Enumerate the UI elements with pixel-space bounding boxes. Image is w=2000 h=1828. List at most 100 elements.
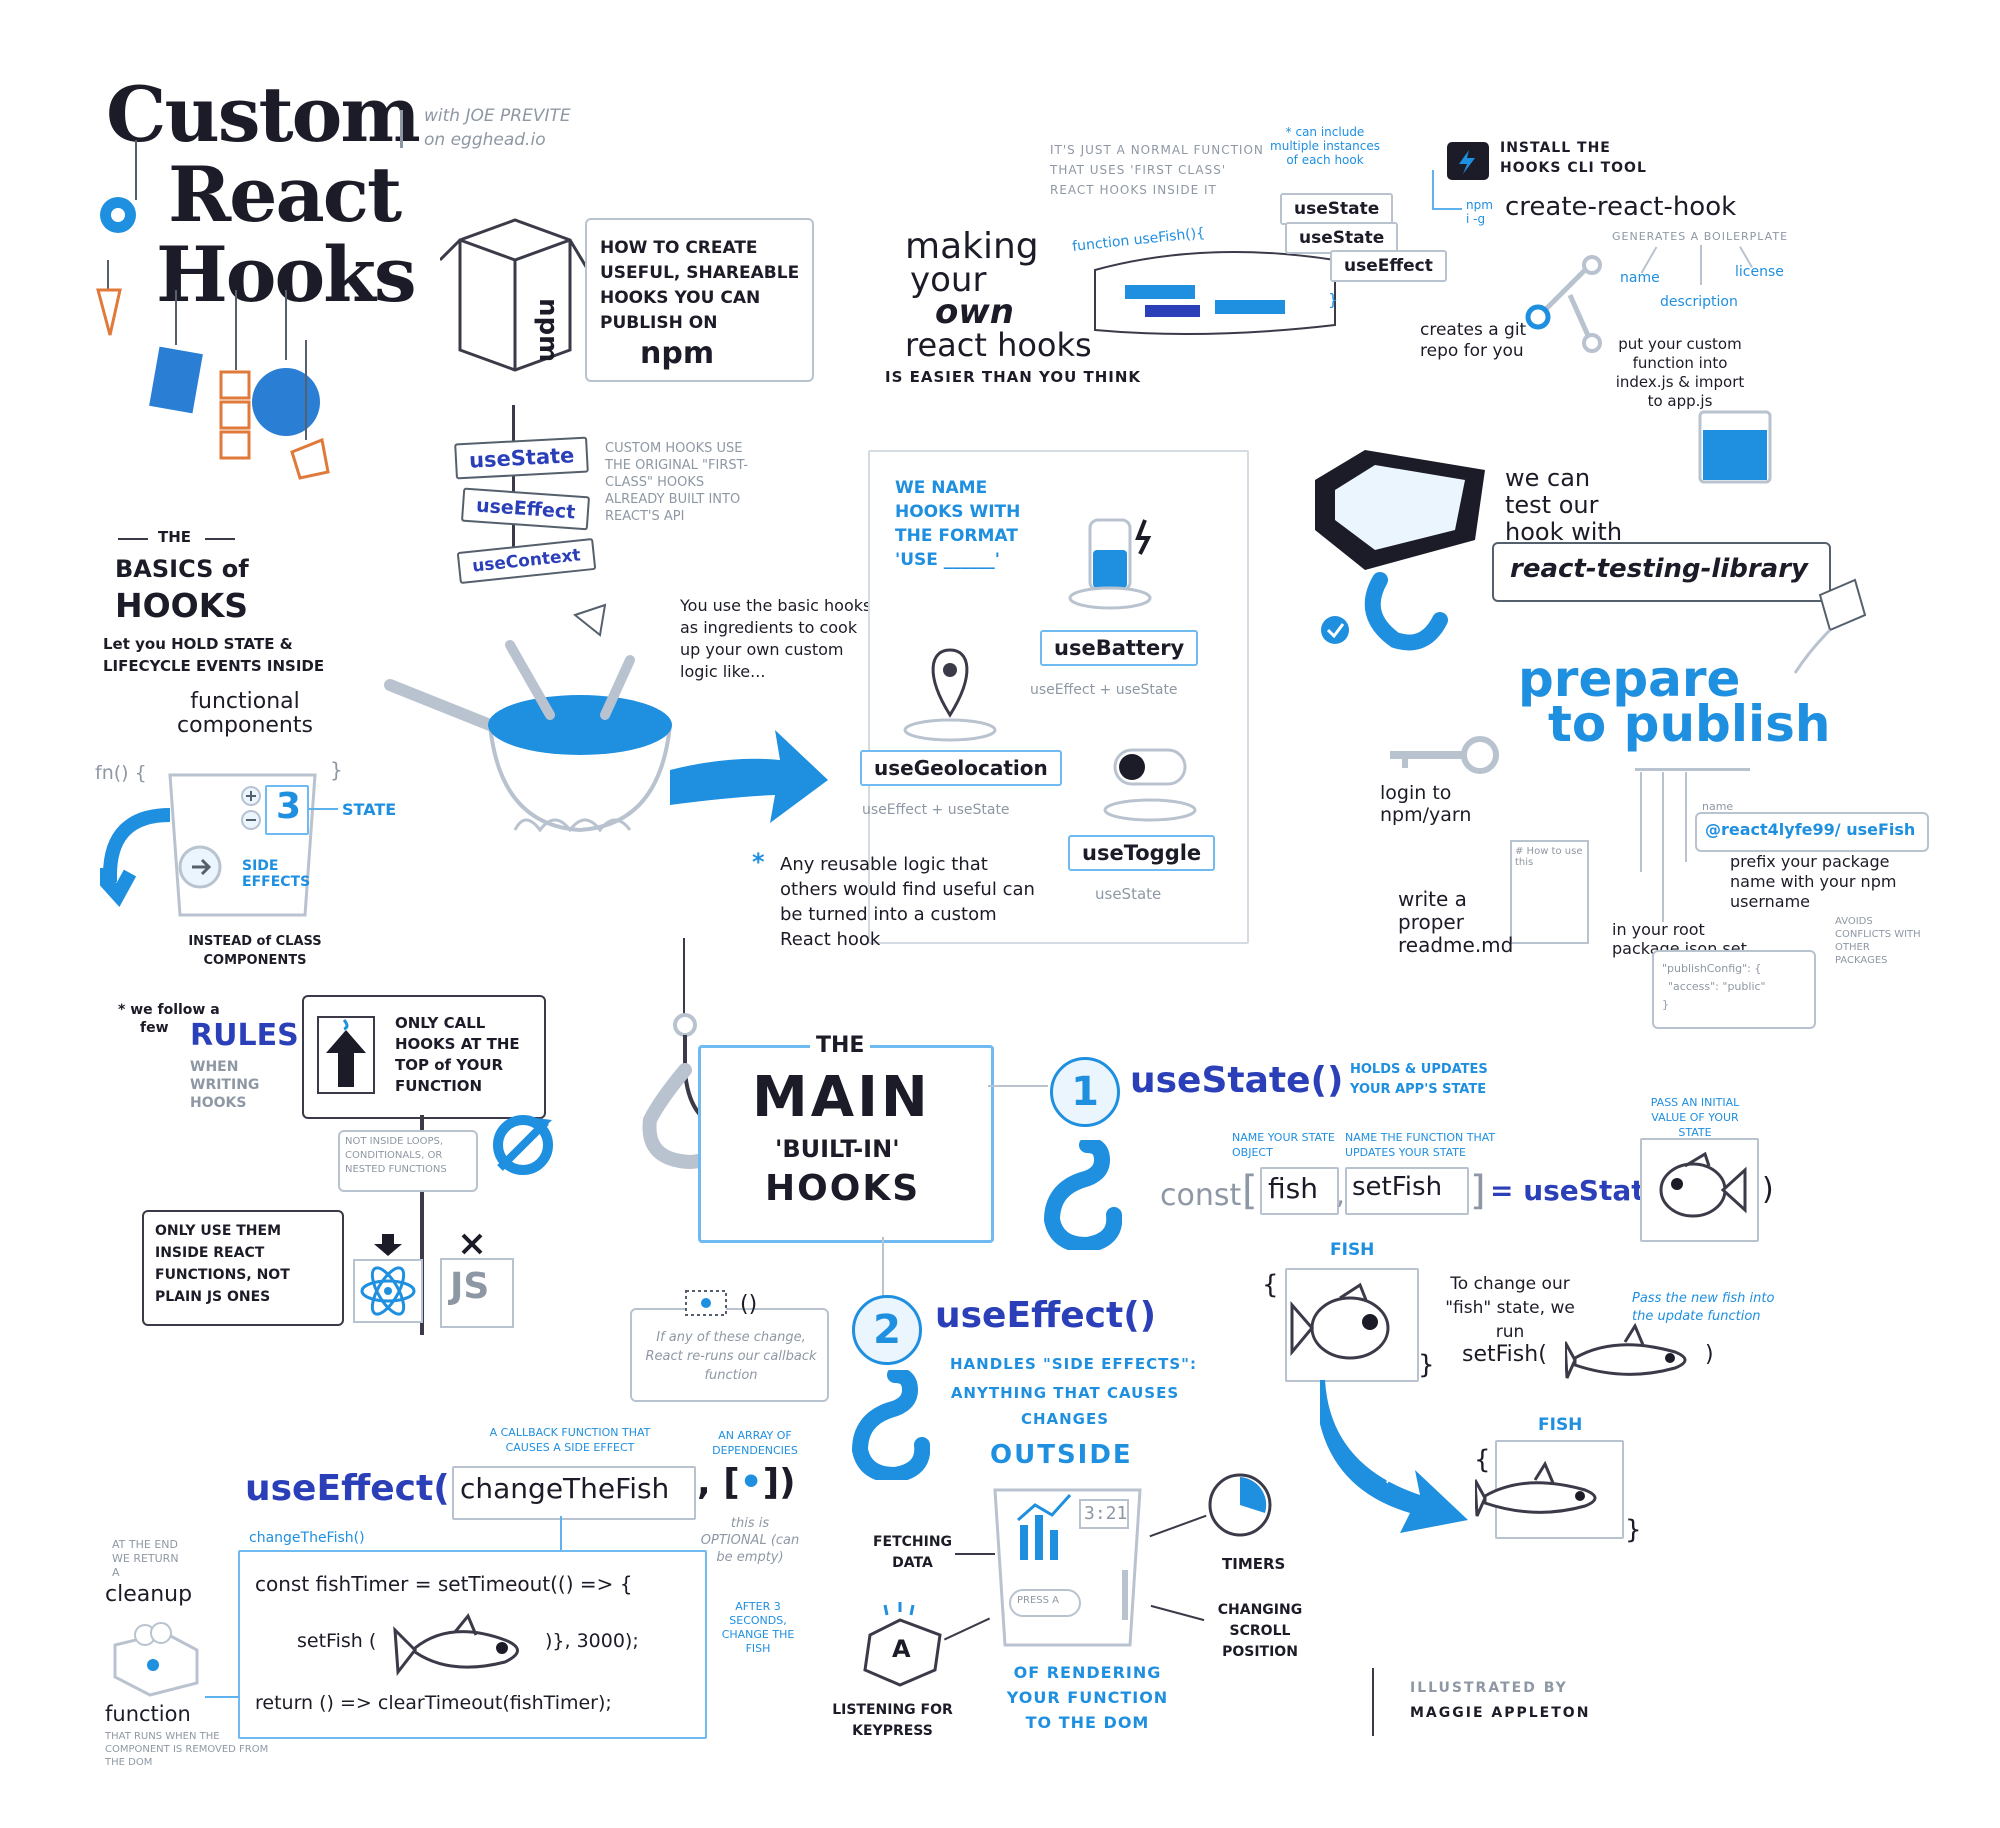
package-name-label: name xyxy=(1702,800,1734,813)
rule-2-text: ONLY USE THEM INSIDE REACT FUNCTIONS, NO… xyxy=(155,1223,290,1305)
rule-sign-post xyxy=(420,1115,424,1335)
publish-tree-3 xyxy=(1685,772,1687,862)
deps-note: If any of these change, React re-runs ou… xyxy=(645,1330,817,1383)
publish-login: login to npm/yarn xyxy=(1380,782,1472,826)
cli-connector-h xyxy=(1432,208,1462,210)
callback-name-box xyxy=(452,1466,696,1520)
making-heading-1: making xyxy=(905,226,1039,267)
basics-desc-2: LIFECYCLE EVENTS INSIDE xyxy=(103,657,325,675)
git-branch-icon xyxy=(1520,255,1610,355)
main-to-usestate-line xyxy=(988,1085,1048,1087)
cooking-pot-icon xyxy=(380,585,680,855)
publish-divider xyxy=(1635,768,1750,771)
usestate-bracket-open: [ xyxy=(1242,1168,1258,1214)
useeffect-deps-array: , [•]) xyxy=(697,1462,796,1503)
set-fish-call: setFish( xyxy=(1462,1342,1547,1367)
cross-mark-icon xyxy=(460,1232,484,1256)
example-usebattery-uses: useEffect + useState xyxy=(1030,682,1178,698)
sign-post xyxy=(512,405,515,565)
usestate-hook-icon xyxy=(1042,1140,1122,1250)
basics-rule-right xyxy=(205,538,235,540)
usestate-bracket-close: ] xyxy=(1470,1168,1486,1214)
fish-label-1: FISH xyxy=(1330,1240,1375,1260)
basics-desc-1: Let you HOLD STATE & xyxy=(103,635,293,653)
basics-fn-end: } xyxy=(330,758,343,782)
rule-1-text: ONLY CALL HOOKS AT THE TOP of YOUR FUNCT… xyxy=(395,1014,520,1095)
main-built-in: 'BUILT-IN' xyxy=(775,1135,900,1163)
react-logo-icon xyxy=(352,1232,424,1324)
hanging-toys-icon xyxy=(96,140,356,500)
package-name-box xyxy=(1695,812,1929,852)
useeffect-hook-icon xyxy=(850,1370,930,1480)
usestate-setfish: setFish xyxy=(1352,1172,1443,1202)
publish-prefix-note: prefix your package name with your npm u… xyxy=(1730,852,1897,911)
cleanup-note-2: THAT RUNS WHEN THE COMPONENT IS REMOVED … xyxy=(105,1731,269,1768)
example-usebattery: useBattery xyxy=(1040,630,1199,666)
name-format-note: We name hooks with the format 'use _____… xyxy=(895,478,1021,570)
credit-line-1: ILLUSTRATED BY xyxy=(1410,1680,1568,1696)
code-line-2b: )}, 3000); xyxy=(545,1630,639,1652)
component-cup-icon xyxy=(100,755,340,925)
publish-heading-1: prepare xyxy=(1518,650,1741,708)
useeffect-of-rendering: OF RENDERING YOUR FUNCTION TO THE DOM xyxy=(1006,1663,1169,1732)
publish-config-box xyxy=(1652,950,1816,1029)
timer-pointer xyxy=(1149,1514,1207,1538)
fish-brace-close-2: } xyxy=(1625,1515,1642,1545)
title-line-react: React xyxy=(168,150,402,239)
usestate-name-note: NAME YOUR STATE OBJECT xyxy=(1232,1131,1335,1159)
code-block-label: changeTheFish() xyxy=(245,1530,369,1546)
example-usegeolocation: useGeolocation xyxy=(860,750,1062,786)
stack-useeffect: useEffect xyxy=(1330,250,1447,282)
usestate-number-badge: 1 xyxy=(1050,1057,1120,1127)
svg-text:npm: npm xyxy=(533,298,563,362)
main-hook-line xyxy=(683,938,685,1018)
basics-functional: functional components xyxy=(177,689,313,738)
callback-connector xyxy=(560,1516,562,1550)
publish-tree-1 xyxy=(1640,772,1642,872)
testing-note: we can test our hook with xyxy=(1505,464,1623,546)
plus-minus-icon xyxy=(240,785,262,831)
title-divider xyxy=(400,110,403,148)
usestate-close-paren: ) xyxy=(1762,1172,1774,1207)
setfish-arrow-icon xyxy=(1320,1375,1470,1535)
making-heading-4: react hooks xyxy=(905,326,1092,364)
fish-initial-icon xyxy=(1645,1148,1750,1228)
deps-note-box xyxy=(630,1308,829,1402)
usestate-fish: fish xyxy=(1268,1172,1318,1205)
main-to-useeffect-line xyxy=(882,1237,884,1297)
basics-the: THE xyxy=(158,528,192,546)
code-line-1: const fishTimer = setTimeout(() => { xyxy=(255,1572,633,1596)
sign-usecontext: useContext xyxy=(456,537,597,585)
timer-icon xyxy=(1205,1465,1275,1545)
rules-word: RULES xyxy=(190,1018,299,1053)
useeffect-title: useEffect() xyxy=(935,1295,1157,1336)
cli-connector-v xyxy=(1432,170,1434,210)
package-name: @react4lyfe99/ useFish xyxy=(1705,820,1916,839)
example-usegeolocation-uses: useEffect + useState xyxy=(862,802,1010,818)
function-usefish-close: } xyxy=(1328,290,1339,309)
cli-field-name: name xyxy=(1620,270,1660,286)
cli-npm-cmd: npm i -g xyxy=(1466,198,1493,226)
fetching-pointer xyxy=(955,1553,995,1555)
set-fish-close: ) xyxy=(1705,1342,1714,1367)
change-state-note: To change our "fish" state, we run xyxy=(1445,1274,1575,1342)
publish-heading-2: to publish xyxy=(1548,695,1831,753)
usestate-comma: , xyxy=(1336,1178,1345,1211)
useeffect-call: useEffect( xyxy=(245,1468,450,1509)
scroll-label: CHANGING SCROLL POSITION xyxy=(1217,1602,1303,1660)
byline-site: on egghead.io xyxy=(424,130,546,150)
useeffect-desc-1: HANDLES "SIDE EFFECTS": xyxy=(950,1355,1197,1373)
fish-gold-icon xyxy=(1290,1280,1410,1370)
usestate-desc: HOLDS & UPDATES YOUR APP'S STATE xyxy=(1350,1062,1488,1097)
keypress-key-icon xyxy=(855,1600,950,1690)
ingredients-note: You use the basic hooks as ingredients t… xyxy=(680,596,872,681)
cleanup-connector xyxy=(205,1696,239,1698)
rules-follow: * we follow a xyxy=(118,1002,220,1018)
usestate-fn-note: NAME THE FUNCTION THAT UPDATES YOUR STAT… xyxy=(1345,1131,1496,1159)
battery-icon xyxy=(1060,510,1170,610)
making-subtitle: IS EASIER THAN YOU THINK xyxy=(885,368,1142,386)
making-heading-2: your xyxy=(910,260,987,300)
testing-tray-icon xyxy=(1305,440,1495,660)
publish-config-line-1: "publishConfig": { xyxy=(1662,962,1762,975)
making-heading-3: own xyxy=(935,292,1014,332)
